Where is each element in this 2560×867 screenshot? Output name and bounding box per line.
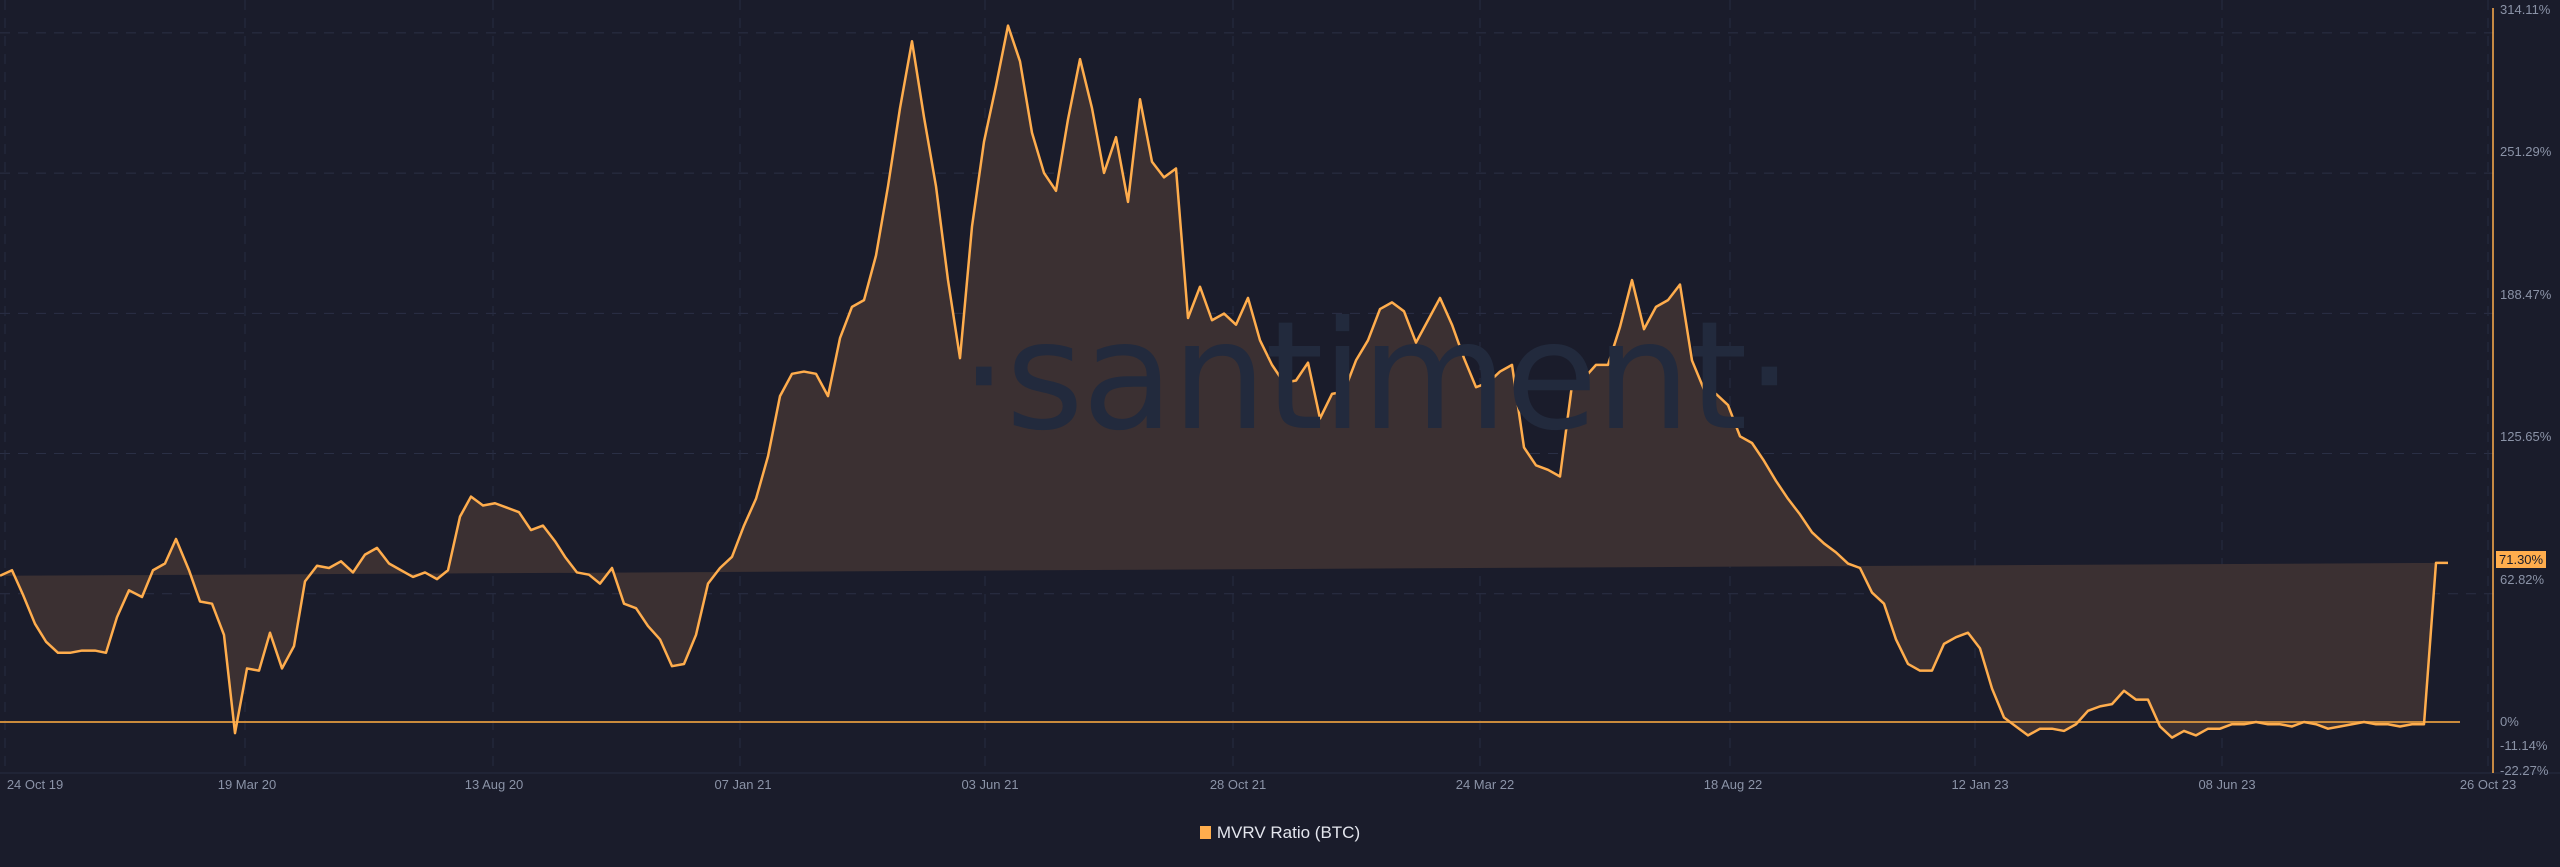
legend-swatch-icon	[1199, 826, 1211, 839]
x-tick-label: 13 Aug 20	[464, 777, 524, 792]
legend-label: MVRV Ratio (BTC)	[1216, 823, 1361, 842]
x-tick-label: 08 Jun 23	[2198, 777, 2256, 792]
y-tick-label: 0%	[2500, 714, 2519, 729]
x-tick-label: 18 Aug 22	[1703, 777, 1763, 792]
y-tick-label: 188.47%	[2500, 287, 2552, 302]
x-tick-label: 19 Mar 20	[217, 777, 277, 792]
y-tick-label: -22.27%	[2500, 763, 2549, 778]
y-tick-label: 125.65%	[2500, 429, 2552, 444]
legend[interactable]: MVRV Ratio (BTC)	[0, 823, 2560, 843]
y-tick-label: 62.82%	[2500, 572, 2545, 587]
x-tick-label: 26 Oct 23	[2459, 777, 2517, 792]
current-value-badge: 71.30%	[2496, 551, 2547, 568]
x-tick-label: 03 Jun 21	[961, 777, 1019, 792]
y-tick-label: -11.14%	[2500, 738, 2548, 753]
x-tick-label: 28 Oct 21	[1209, 777, 1267, 792]
x-tick-label: 12 Jan 23	[1951, 777, 2009, 792]
x-tick-label: 24 Mar 22	[1455, 777, 1515, 792]
x-tick-label: 07 Jan 21	[714, 777, 772, 792]
y-tick-label: 251.29%	[2500, 144, 2552, 159]
y-tick-label: 314.11%	[2500, 2, 2551, 17]
x-tick-label: 24 Oct 19	[6, 777, 64, 792]
